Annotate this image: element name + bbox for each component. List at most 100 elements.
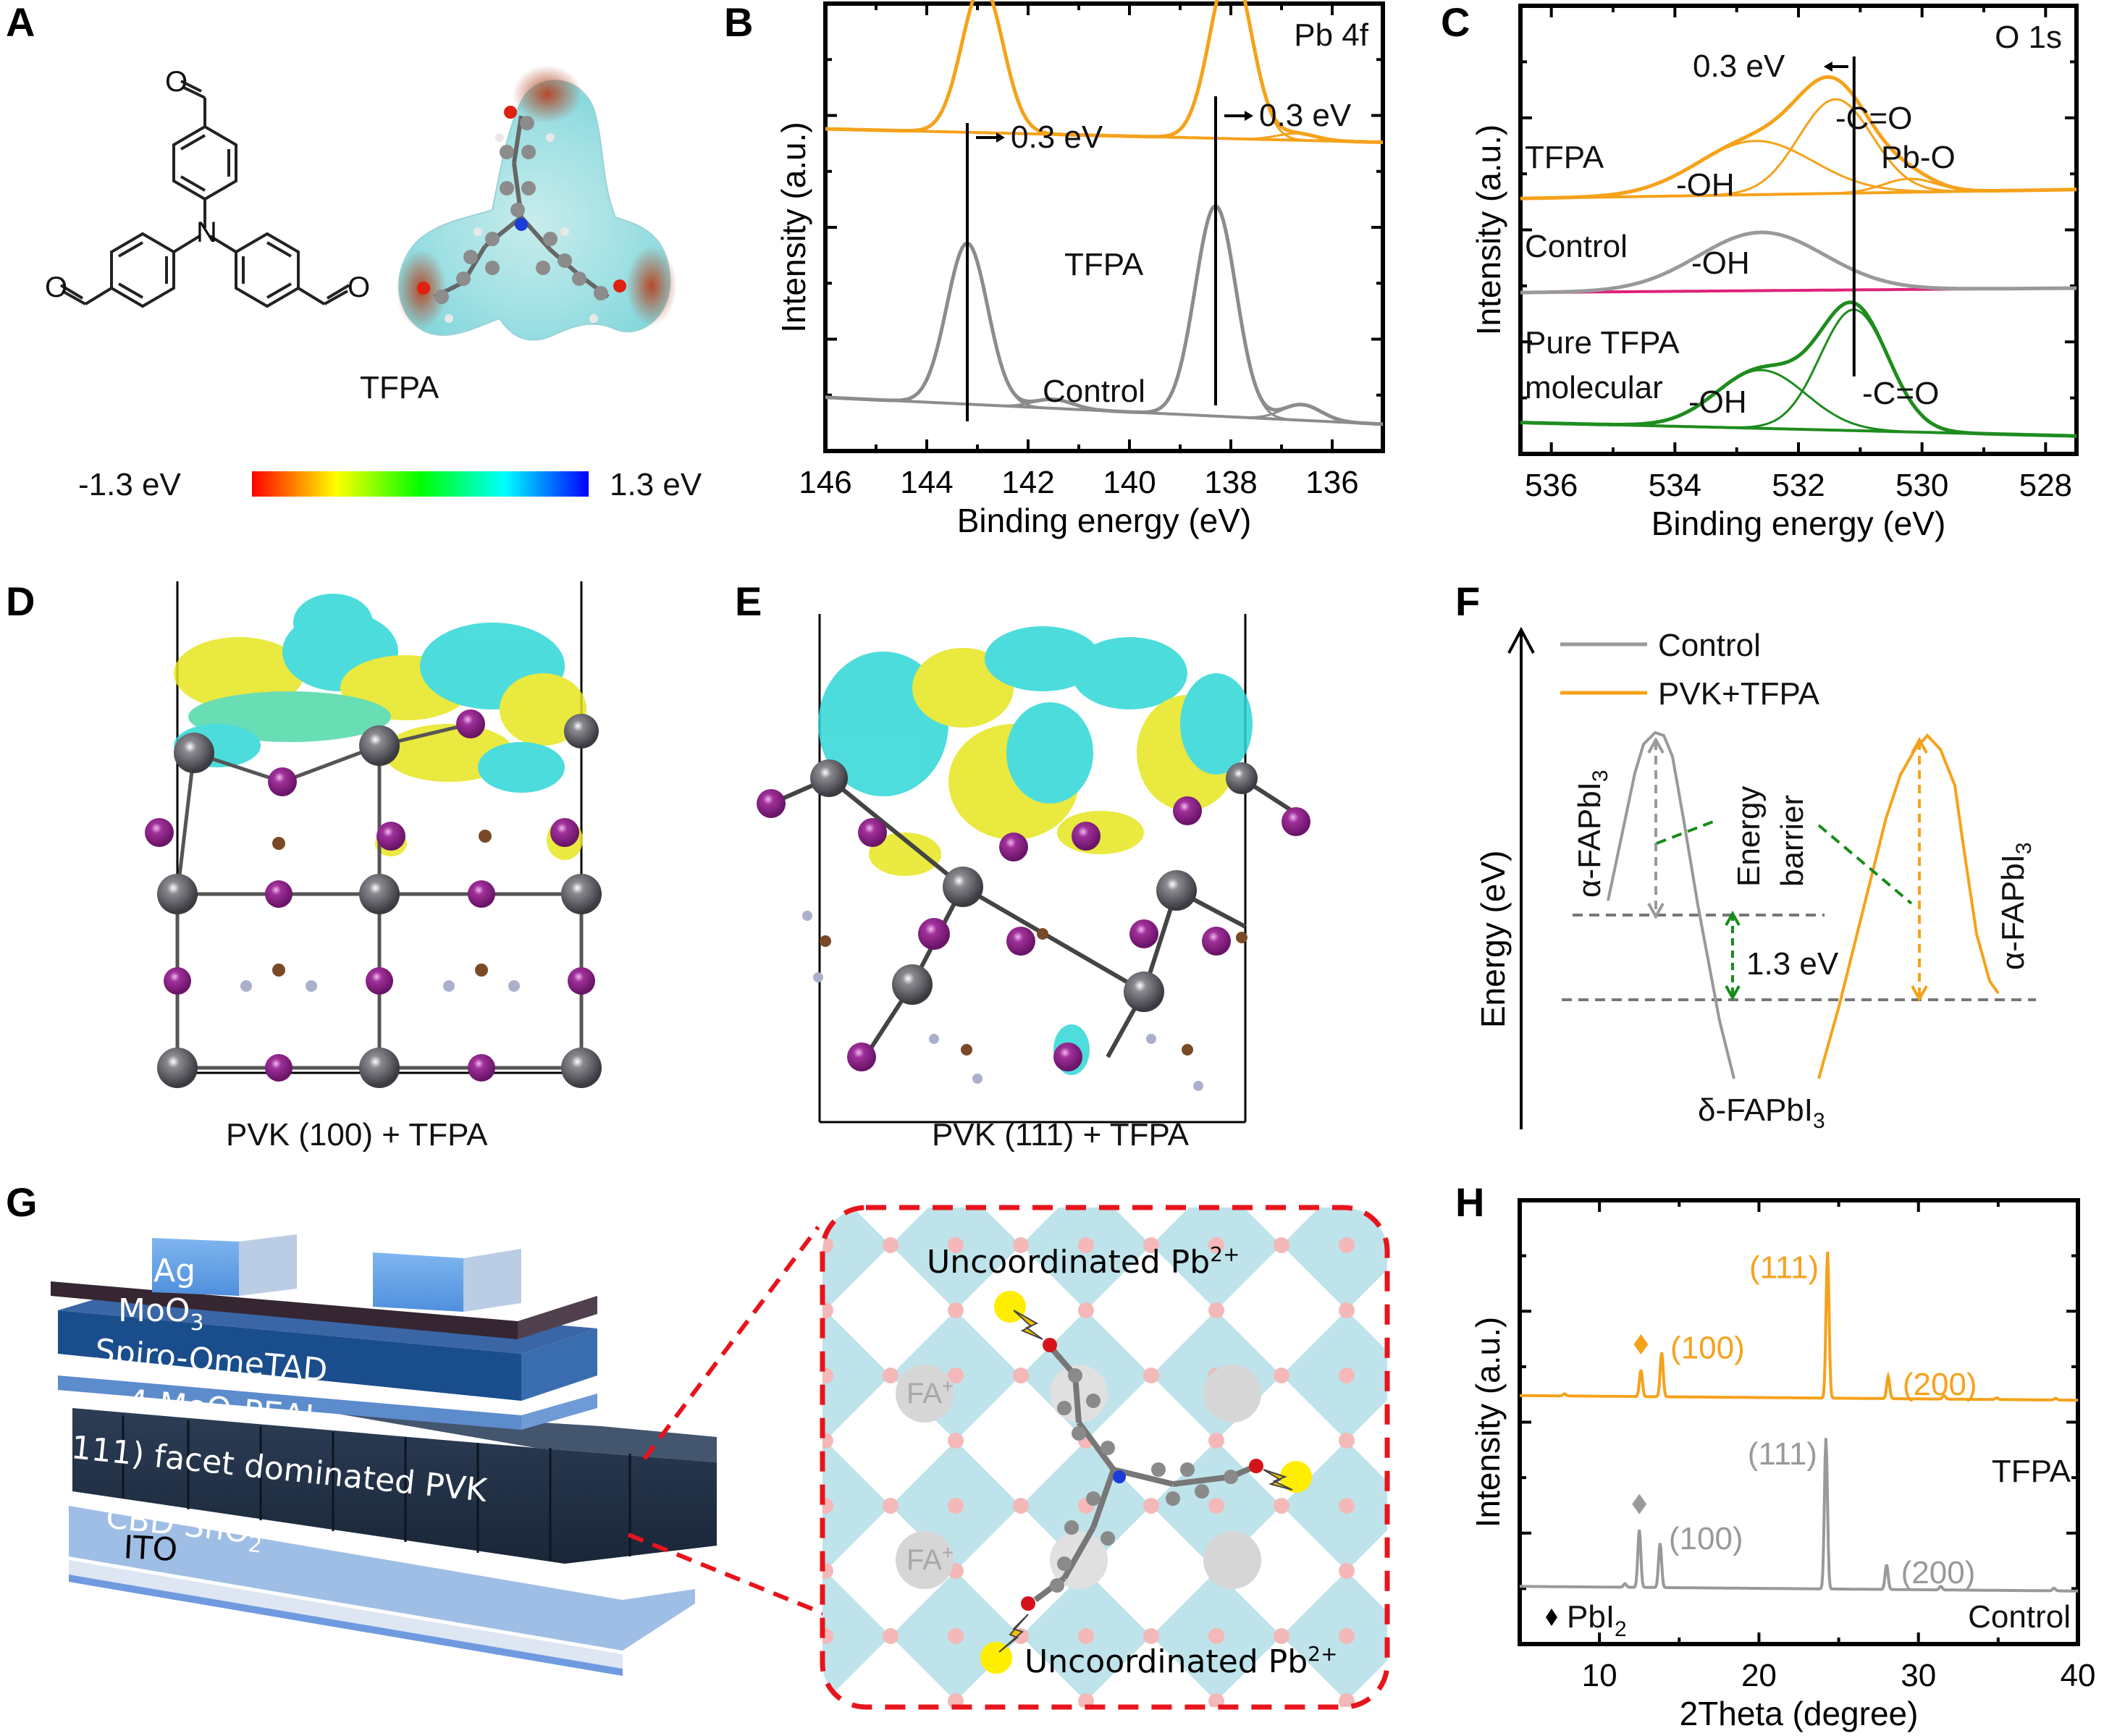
energy-axis-arrowhead-icon (1507, 626, 1535, 654)
panel-letter-f: F (1455, 578, 1480, 624)
layer-label-ag: Ag (153, 1252, 195, 1289)
series-envelope-line (1520, 230, 2076, 295)
legend-label-control: Control (1658, 628, 1761, 663)
x-axis-title: Binding energy (eV) (957, 502, 1252, 539)
energy-gap-label: 1.3 eV (1746, 946, 1839, 982)
series-label-tfpa: TFPA (1525, 140, 1604, 175)
shift-annotation: 0.3 eV (1011, 119, 1103, 155)
layer-label-moo3: MoO3 (118, 1292, 204, 1336)
oxygen-atom-label-right: O (348, 271, 370, 303)
peak-label-co-tfpa: -C=O (1835, 101, 1912, 136)
fa-cation-label-1: FA+ (906, 1375, 954, 1410)
x-tick-label: 20 (1741, 1658, 1777, 1693)
barrier-pointer-control (1656, 820, 1714, 845)
series-envelope-line (825, 203, 1384, 426)
y-axis-title: Intensity (a.u.) (775, 122, 812, 332)
fit-component-line (1520, 98, 2076, 200)
series-envelope-line (825, 0, 1384, 145)
dft-slab-100 (145, 581, 602, 1088)
barrier-pointer-tfpa (1817, 824, 1913, 905)
pbi2-marker-icon (1632, 1493, 1647, 1514)
shift-annotation: 0.3 eV (1259, 98, 1352, 133)
energy-barrier-label-line2: barrier (1775, 795, 1810, 887)
control-energy-curve (1607, 730, 1735, 1079)
peak-index-label: (200) (1903, 1367, 1977, 1402)
x-tick-label: 40 (2061, 1658, 2096, 1693)
arrow-head-icon (996, 132, 1005, 143)
xrd-pattern-line (1520, 1438, 2078, 1593)
delta-fapbi3-label: δ-FAPbI3 (1698, 1092, 1825, 1133)
pbi2-legend-label: PbI2 (1567, 1599, 1627, 1641)
xps-o1s-chart: 536 534 532 530 528 Binding energy (eV) Intens… (1470, 4, 2079, 542)
uncoordinated-pb-site-right (1280, 1461, 1312, 1493)
peak-index-label: (100) (1670, 1330, 1745, 1365)
chart-title: Pb 4f (1294, 17, 1369, 53)
xrd-pattern-line (1520, 1251, 2079, 1402)
device-stack-illustration (51, 1234, 717, 1676)
uncoordinated-pb-label-top: Uncoordinated Pb2+ (927, 1242, 1240, 1281)
x-tick-label: 138 (1204, 465, 1257, 500)
alpha-fapbi3-label-right: α-FAPbI3 (1995, 842, 2036, 970)
panel-e: E (735, 578, 1310, 1153)
x-tick-label: 534 (1649, 468, 1701, 503)
nitrogen-atom-label: N (196, 216, 217, 248)
molecule-name-label: TFPA (360, 370, 439, 405)
panel-g: G (6, 1179, 1390, 1710)
colorbar-min-label: -1.3 eV (78, 467, 182, 502)
tfpa-structure-drawing (59, 80, 350, 308)
uncoordinated-pb-site-bottom (980, 1642, 1012, 1674)
panel-letter-a: A (6, 0, 35, 45)
esp-surface-map (396, 65, 677, 341)
panel-letter-c: C (1441, 0, 1470, 45)
x-tick-label: 536 (1525, 468, 1578, 503)
series-label-tfpa: TFPA (1992, 1454, 2071, 1489)
x-tick-label: 144 (900, 465, 953, 500)
y-axis-title: Intensity (a.u.) (1469, 1317, 1507, 1528)
legend-label-pvk-tfpa: PVK+TFPA (1658, 676, 1820, 712)
y-axis-title: Intensity (a.u.) (1470, 125, 1507, 335)
arrow-head-icon (1823, 62, 1832, 72)
uncoordinated-pb-label-bottom: Uncoordinated Pb2+ (1024, 1642, 1337, 1680)
arrow-head-icon (1245, 111, 1253, 121)
zoom-connector-top (642, 1226, 820, 1460)
x-tick-label: 530 (1895, 468, 1948, 503)
panel-letter-g: G (6, 1179, 38, 1225)
zoom-inset-surface-binding: FA+ FA+ (820, 1205, 1390, 1710)
alpha-fapbi3-label-left: α-FAPbI3 (1572, 770, 1612, 898)
panel-letter-h: H (1455, 1179, 1484, 1225)
series-label-control: Control (1043, 374, 1145, 409)
panel-letter-d: D (6, 578, 35, 624)
x-axis-title: 2Theta (degree) (1680, 1695, 1919, 1732)
series-label-pure-tfpa-line1: Pure TFPA (1525, 325, 1680, 361)
peak-index-label: (100) (1669, 1521, 1743, 1556)
peak-label-pbo: Pb-O (1881, 140, 1956, 175)
peak-label-oh-tfpa: -OH (1676, 167, 1735, 203)
panel-e-caption: PVK (111) + TFPA (932, 1117, 1190, 1153)
series-label-pure-tfpa-line2: molecular (1525, 370, 1663, 405)
x-tick-label: 146 (799, 465, 851, 500)
x-tick-label: 30 (1901, 1658, 1936, 1693)
pbi2-legend-marker-icon (1546, 1609, 1557, 1626)
lightning-bolt-icon (998, 1614, 1029, 1653)
energy-barrier-diagram: Energy (eV) Control PVK+TFPA 1.3 eV (1474, 626, 2036, 1133)
panel-letter-b: B (724, 0, 753, 45)
x-tick-label: 136 (1305, 465, 1358, 500)
oxygen-atom-label-top: O (165, 66, 188, 98)
peak-label-co-pure: -C=O (1862, 376, 1939, 411)
panel-b: B 146 144 142 140 138 136 Binding energy (eV) I… (724, 0, 1385, 539)
fa-cation-label-2: FA+ (906, 1541, 954, 1576)
lightning-bolt-icon (1263, 1469, 1293, 1491)
layer-label-ito: ITO (122, 1529, 178, 1569)
panel-d-caption: PVK (100) + TFPA (226, 1117, 488, 1153)
panel-d: D (6, 578, 602, 1153)
x-tick-label: 140 (1103, 465, 1156, 500)
pbi2-marker-icon (1633, 1333, 1649, 1354)
peak-index-label: (111) (1749, 1250, 1819, 1285)
x-tick-label: 532 (1772, 468, 1825, 503)
series-label-control: Control (1968, 1599, 2071, 1635)
x-axis-title: Binding energy (eV) (1651, 505, 1946, 542)
xps-pb4f-chart: 146 144 142 140 138 136 Binding energy (eV) Int… (775, 0, 1385, 539)
peak-label-oh-control: -OH (1691, 245, 1750, 281)
esp-colorbar (252, 471, 589, 497)
